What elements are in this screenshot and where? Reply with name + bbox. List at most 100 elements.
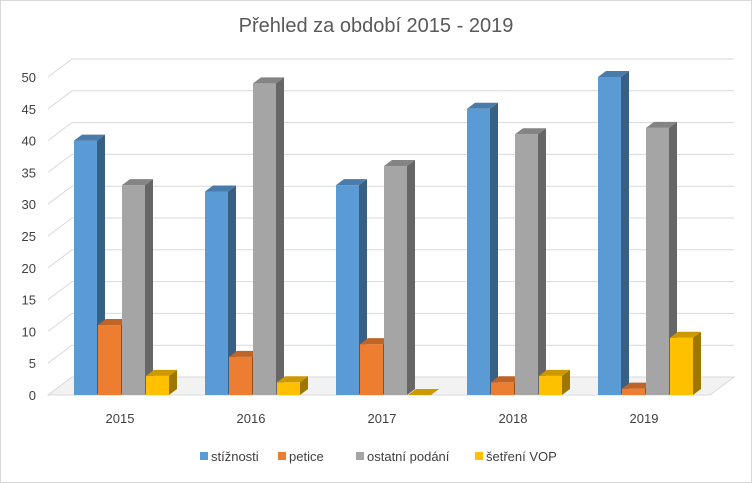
bar-side-face (621, 71, 629, 395)
y-tick-label: 25 (22, 229, 36, 244)
bar-2017-4 (408, 389, 439, 395)
bar-front-face (467, 108, 490, 396)
x-tick-label: 2016 (237, 411, 266, 426)
gridline (47, 58, 734, 78)
bar-2017-3 (384, 160, 415, 395)
bar-top-face (336, 179, 367, 186)
bar-top-face (539, 369, 570, 376)
bar-front-face (598, 77, 621, 395)
gridline (47, 90, 734, 110)
bar-side-face (407, 160, 415, 395)
bar-front-face (205, 191, 228, 395)
bar-2018-3 (515, 128, 546, 396)
bar-front-face (539, 375, 562, 395)
bar-2017-1 (336, 179, 367, 395)
gridline (47, 281, 734, 301)
bar-side-face (669, 121, 677, 395)
bar-side-face (300, 376, 308, 395)
bar-2018-1 (467, 102, 498, 396)
y-tick-label: 50 (22, 70, 36, 85)
legend-item: petice (278, 449, 324, 464)
y-tick-label: 40 (22, 134, 36, 149)
gridlines (47, 58, 734, 364)
x-tick-label: 2018 (499, 411, 528, 426)
bar-top-face (491, 376, 522, 383)
bar-2015-3 (122, 179, 153, 395)
bar-front-face (646, 127, 669, 395)
bar-top-face (205, 185, 236, 192)
y-tick-label: 15 (22, 293, 36, 308)
bar-top-face (622, 382, 653, 389)
bar-front-face (360, 344, 383, 395)
bar-front-face (515, 134, 538, 396)
bars (74, 71, 701, 396)
y-tick-label: 30 (22, 197, 36, 212)
bar-front-face (253, 83, 276, 396)
bar-side-face (490, 102, 498, 396)
gridline (47, 122, 734, 142)
bar-top-face (277, 376, 308, 383)
gridline (47, 249, 734, 269)
y-tick-label: 45 (22, 102, 36, 117)
bar-front-face (229, 356, 252, 395)
bar-side-face (145, 179, 153, 395)
bar-side-face (693, 331, 701, 395)
gridline (47, 153, 734, 173)
legend-swatch (475, 452, 483, 460)
legend-item: ostatní podání (356, 449, 450, 464)
legend-swatch (200, 452, 208, 460)
y-tick-label: 0 (29, 388, 36, 403)
bar-front-face (336, 185, 359, 395)
bar-front-face (384, 166, 407, 395)
legend-label: petice (289, 449, 324, 464)
bar-top-face (360, 338, 391, 345)
bar-top-face (598, 71, 629, 77)
bar-side-face (562, 369, 570, 395)
x-axis-ticks: 2015 2016 2017 2018 2019 (106, 411, 659, 426)
y-tick-label: 10 (22, 324, 36, 339)
bar-2016-1 (205, 185, 236, 395)
x-tick-label: 2015 (106, 411, 135, 426)
y-tick-label: 35 (22, 165, 36, 180)
bar-side-face (276, 77, 284, 396)
bar-top-face (74, 134, 105, 141)
gridline (47, 344, 734, 364)
bar-side-face (228, 185, 236, 395)
legend-label: stížnosti (211, 449, 259, 464)
bar-top-face (467, 102, 498, 109)
bar-2019-3 (646, 121, 677, 395)
bar-2016-4 (277, 376, 308, 395)
bar-2019-4 (670, 331, 701, 395)
bar-top-face (646, 121, 677, 128)
bar-front-face (122, 185, 145, 395)
bar-top-face (229, 350, 260, 357)
legend: stížnosti petice ostatní podání šetření VOP (200, 449, 557, 464)
x-tick-label: 2017 (368, 411, 397, 426)
bar-top-face (122, 179, 153, 186)
y-tick-label: 5 (29, 356, 36, 371)
bar-side-face (538, 128, 546, 396)
legend-item: šetření VOP (475, 449, 557, 464)
bar-top-face (670, 331, 701, 338)
bar-front-face (74, 140, 97, 395)
bar-top-face (384, 160, 415, 167)
bar-front-face (670, 337, 693, 395)
bar-top-face (408, 389, 439, 395)
bar-front-face (491, 382, 514, 395)
bar-top-face (253, 77, 284, 84)
bar-front-face (98, 325, 121, 395)
bar-2019-1 (598, 71, 629, 395)
bar-top-face (98, 319, 129, 326)
bar-2016-3 (253, 77, 284, 396)
legend-label: ostatní podání (367, 449, 450, 464)
y-tick-label: 20 (22, 261, 36, 276)
y-axis-ticks: 0 5 10 15 20 25 30 35 40 45 50 (22, 70, 36, 403)
chart-title: Přehled za období 2015 - 2019 (239, 15, 514, 37)
bar-top-face (146, 369, 177, 376)
bar-front-face (622, 388, 645, 395)
bar-front-face (146, 375, 169, 395)
x-tick-label: 2019 (630, 411, 659, 426)
bar-2015-4 (146, 369, 177, 395)
gridline (47, 185, 734, 205)
